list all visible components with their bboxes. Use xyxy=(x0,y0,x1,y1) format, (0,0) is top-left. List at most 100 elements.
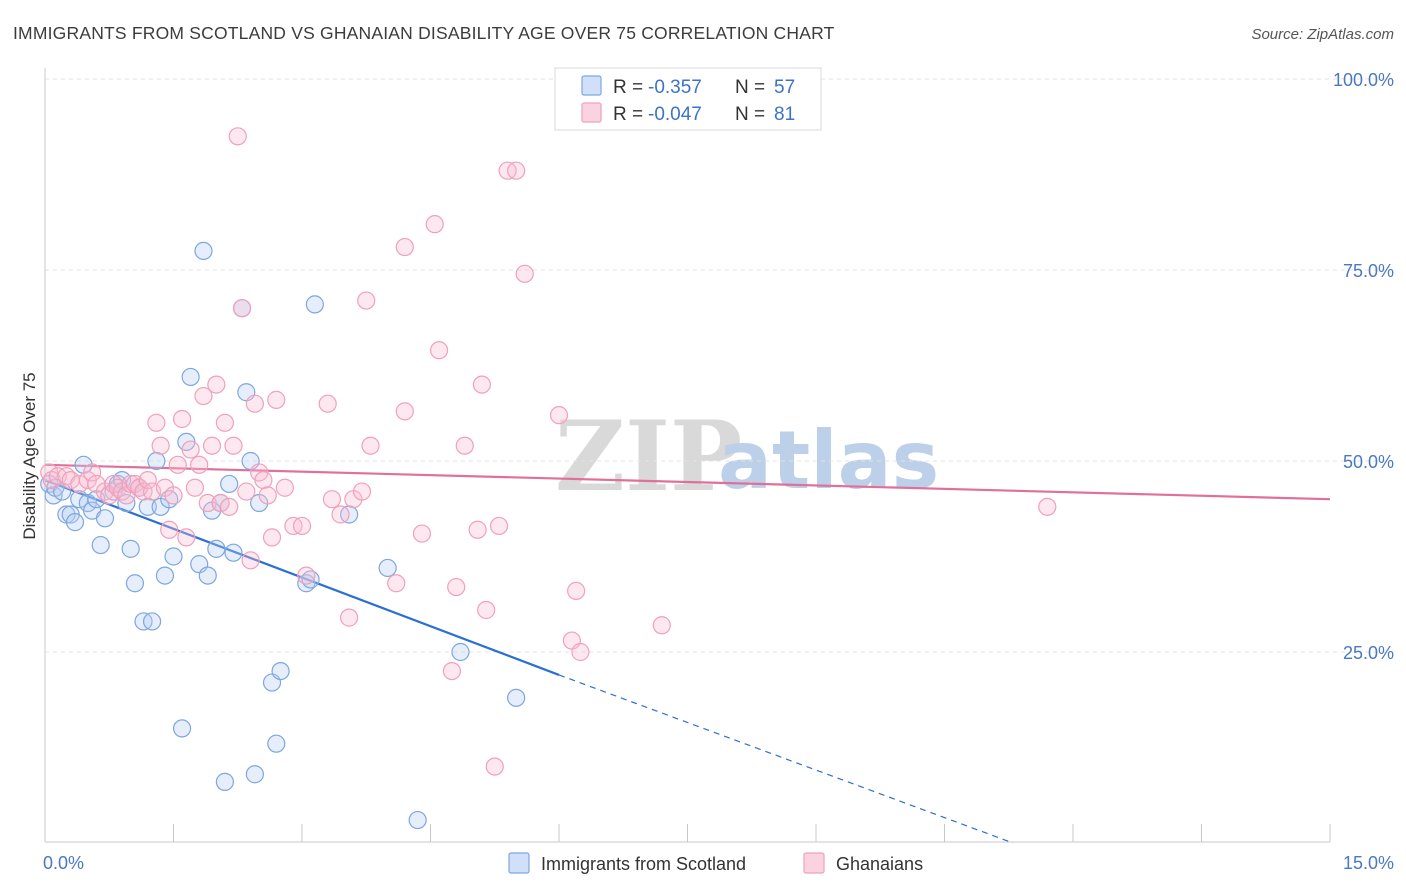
point-series-0-31 xyxy=(181,367,200,387)
point-series-1-30 xyxy=(185,478,205,497)
legend-swatch-scotland xyxy=(581,75,602,96)
legend-n-label-ghanaians: N = xyxy=(735,104,765,125)
watermark-zip: ZIP xyxy=(555,400,742,513)
point-series-0-36 xyxy=(207,539,226,558)
point-series-1-26 xyxy=(168,455,187,474)
x-tick-label-0: 0.0% xyxy=(43,853,84,873)
legend-n-value-ghanaians: 81 xyxy=(774,104,795,125)
legend-r-label-scotland: R = xyxy=(613,77,643,98)
point-series-0-40 xyxy=(224,543,243,562)
point-series-1-32 xyxy=(194,386,213,406)
point-series-1-36 xyxy=(211,493,230,513)
point-series-1-40 xyxy=(228,127,247,146)
point-series-1-38 xyxy=(220,497,239,516)
point-series-1-43 xyxy=(241,551,260,570)
point-series-0-56 xyxy=(507,688,526,707)
point-series-1-83 xyxy=(652,616,671,635)
point-series-0-13 xyxy=(95,509,115,528)
point-series-0-54 xyxy=(408,810,427,830)
watermark: ZIP atlas xyxy=(555,400,939,513)
point-series-1-25 xyxy=(164,486,183,505)
point-series-1-46 xyxy=(254,471,273,490)
point-series-0-38 xyxy=(215,772,234,791)
scatter-points xyxy=(40,127,1057,830)
point-series-1-29 xyxy=(181,440,200,459)
point-series-1-49 xyxy=(267,390,286,409)
point-series-1-50 xyxy=(275,478,294,497)
point-series-1-81 xyxy=(567,581,586,600)
y-tick-labels: 25.0% 50.0% 75.0% 100.0% xyxy=(1333,70,1394,663)
point-series-1-21 xyxy=(147,413,166,432)
legend-swatch-ghanaians xyxy=(581,102,602,123)
point-series-0-28 xyxy=(164,547,183,566)
point-series-1-28 xyxy=(177,528,196,547)
point-series-1-54 xyxy=(318,394,337,413)
bottom-legend-swatch-scotland xyxy=(508,852,530,874)
point-series-0-18 xyxy=(121,539,140,558)
point-series-1-56 xyxy=(331,505,350,524)
point-series-1-48 xyxy=(262,528,282,547)
chart-source: Source: ZipAtlas.com xyxy=(1251,26,1394,43)
point-series-0-53 xyxy=(378,558,397,578)
bottom-legend-swatch-ghanaians xyxy=(803,852,825,874)
legend-r-value-ghanaians: -0.047 xyxy=(648,104,702,125)
point-series-1-31 xyxy=(190,455,209,474)
y-tick-label-3: 100.0% xyxy=(1333,70,1394,90)
point-series-1-77 xyxy=(507,161,526,180)
point-series-1-68 xyxy=(442,661,462,681)
point-series-1-57 xyxy=(340,608,359,627)
trend-line-series-1 xyxy=(44,463,1331,501)
point-series-0-39 xyxy=(220,474,239,494)
point-series-0-26 xyxy=(155,566,175,585)
legend-n-value-scotland: 57 xyxy=(774,77,795,98)
point-series-1-24 xyxy=(160,520,179,539)
point-series-0-17 xyxy=(117,493,136,513)
point-series-1-82 xyxy=(571,642,590,662)
point-series-1-63 xyxy=(395,402,414,421)
point-series-1-59 xyxy=(352,482,372,501)
trend-line-extension-series-0 xyxy=(558,674,1014,844)
point-series-1-52 xyxy=(292,516,312,536)
point-series-1-74 xyxy=(485,757,504,776)
point-series-1-73 xyxy=(477,600,496,620)
legend-r-value-scotland: -0.357 xyxy=(648,77,702,98)
point-series-0-34 xyxy=(198,566,217,585)
bottom-legend-label-scotland: Immigrants from Scotland xyxy=(541,854,746,874)
y-tick-label-0: 25.0% xyxy=(1343,643,1394,663)
point-series-1-79 xyxy=(549,406,569,425)
point-series-1-64 xyxy=(395,237,414,257)
point-series-1-35 xyxy=(207,375,226,394)
point-series-1-47 xyxy=(258,486,277,505)
point-series-1-19 xyxy=(138,471,157,490)
point-series-0-23 xyxy=(142,612,162,631)
point-series-0-29 xyxy=(172,719,192,738)
point-series-1-42 xyxy=(237,482,256,501)
point-series-1-70 xyxy=(455,436,474,455)
point-series-0-48 xyxy=(271,661,290,681)
point-series-1-41 xyxy=(232,299,252,318)
point-series-0-47 xyxy=(267,734,286,753)
point-series-1-22 xyxy=(151,436,170,455)
point-series-1-66 xyxy=(425,215,444,234)
chart-title: IMMIGRANTS FROM SCOTLAND VS GHANAIAN DIS… xyxy=(13,23,835,43)
point-series-0-1 xyxy=(44,486,63,505)
point-series-1-84 xyxy=(1038,497,1057,516)
point-series-0-51 xyxy=(305,295,324,314)
point-series-1-67 xyxy=(429,341,449,360)
y-tick-label-1: 50.0% xyxy=(1343,452,1394,472)
legend-r-label-ghanaians: R = xyxy=(613,104,643,125)
x-tick-labels: 0.0% 15.0% xyxy=(43,853,1394,873)
point-series-1-69 xyxy=(447,577,466,597)
point-series-1-53 xyxy=(297,566,316,585)
point-series-0-6 xyxy=(65,513,85,532)
point-series-1-62 xyxy=(387,574,406,593)
point-series-0-44 xyxy=(245,765,264,784)
point-series-1-27 xyxy=(172,409,192,429)
point-series-1-72 xyxy=(472,375,491,394)
point-series-1-37 xyxy=(215,413,234,432)
point-series-0-33 xyxy=(194,241,213,260)
point-series-0-55 xyxy=(451,642,470,662)
point-series-1-7 xyxy=(83,463,102,482)
point-series-1-65 xyxy=(412,524,432,543)
